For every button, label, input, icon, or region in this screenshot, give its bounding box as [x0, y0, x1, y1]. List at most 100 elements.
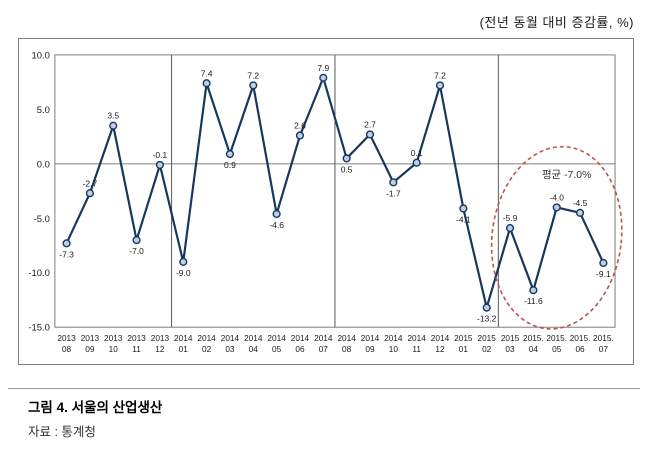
x-axis-month-label: 08 [342, 345, 352, 354]
x-axis-month-label: 04 [529, 345, 539, 354]
data-point-label: -9.0 [176, 268, 191, 278]
data-point-label: 0.5 [341, 164, 353, 174]
data-point-marker [529, 286, 538, 295]
y-axis-tick-label: -5.0 [34, 214, 50, 225]
unit-note: (전년 동월 대비 증감률, %) [479, 15, 634, 30]
data-point-marker [342, 154, 351, 163]
data-point-marker [132, 236, 141, 245]
data-point-marker [249, 81, 258, 90]
data-point-marker [365, 130, 375, 139]
data-point-label: 7.4 [201, 68, 213, 78]
data-point-label: -7.0 [129, 246, 144, 256]
x-axis-year-label: 2014 [314, 334, 333, 343]
x-axis-year-label: 2013 [81, 334, 100, 343]
figure-title: 그림 4. 서울의 산업생산 [28, 400, 163, 415]
x-axis-month-label: 09 [365, 345, 375, 354]
data-point-label: 0.1 [411, 148, 423, 158]
x-axis-year-label: 2015 [454, 334, 473, 343]
data-point-marker [389, 178, 398, 187]
x-axis-year-label: 2014 [197, 334, 216, 343]
x-axis-month-label: 04 [249, 345, 259, 354]
data-point-marker [225, 149, 235, 159]
data-point-label: -4.0 [549, 192, 564, 202]
data-point-marker [202, 79, 211, 88]
x-axis-year-label: 2014 [384, 334, 403, 343]
x-axis-month-label: 06 [575, 345, 585, 354]
data-point-marker [272, 209, 281, 219]
data-point-marker [295, 131, 305, 140]
x-axis-year-label: 2013 [104, 334, 123, 343]
data-point-marker [109, 121, 118, 130]
x-axis-month-label: 07 [599, 345, 609, 354]
data-point-marker [599, 258, 608, 268]
data-point-marker [552, 203, 561, 212]
x-axis-month-label: 11 [132, 345, 141, 354]
x-axis-month-label: 07 [319, 345, 329, 354]
data-point-marker [412, 158, 421, 167]
data-point-marker [505, 224, 515, 233]
data-point-label: -4.6 [269, 220, 284, 230]
x-axis-year-label: 2014 [221, 334, 240, 343]
x-axis-year-label: 2014 [244, 334, 263, 343]
data-point-label: -9.1 [596, 269, 611, 279]
x-axis-month-label: 02 [202, 345, 212, 354]
x-axis-year-label: 2013 [151, 334, 170, 343]
x-axis-month-label: 01 [179, 345, 189, 354]
data-point-label: -4.1 [456, 214, 471, 224]
data-point-label: -0.1 [153, 150, 168, 160]
x-axis-month-label: 11 [412, 345, 421, 354]
x-axis-year-label: 2014 [431, 334, 450, 343]
data-point-label: -1.7 [386, 188, 401, 198]
data-point-marker [459, 204, 468, 213]
x-axis-month-label: 09 [85, 345, 95, 354]
y-axis-tick-label: 10.0 [31, 50, 49, 61]
data-point-label: 2.6 [294, 121, 306, 131]
x-axis-month-label: 05 [272, 345, 282, 354]
x-axis-year-label: 2013 [57, 334, 76, 343]
data-point-label: -4.5 [573, 198, 588, 208]
x-axis-year-label: 2015. [546, 334, 567, 343]
data-point-marker [62, 239, 71, 248]
data-point-label: -11.6 [524, 296, 543, 306]
x-axis-month-label: 05 [552, 345, 562, 354]
x-axis-year-label: 2015 [501, 334, 520, 343]
data-point-label: 7.2 [247, 70, 259, 80]
data-point-marker [85, 189, 94, 198]
data-point-label: 7.9 [317, 63, 329, 73]
data-point-label: 3.5 [107, 111, 119, 121]
caption-divider [8, 388, 640, 389]
data-point-label: -5.9 [503, 213, 518, 223]
x-axis-month-label: 10 [389, 345, 399, 354]
average-annotation-ellipse [490, 145, 623, 330]
x-axis-month-label: 08 [62, 345, 72, 354]
source-note: 자료 : 통계청 [28, 425, 96, 439]
x-axis-year-label: 2014 [174, 334, 193, 343]
data-point-label: 2.7 [364, 119, 376, 129]
x-axis-year-label: 2014 [291, 334, 310, 343]
x-axis-year-label: 2015. [570, 334, 591, 343]
data-point-label: -7.3 [59, 249, 74, 259]
data-point-label: -2.7 [83, 178, 98, 188]
y-axis-tick-label: 0.0 [37, 159, 50, 170]
series-line [65, 76, 605, 309]
data-point-marker [179, 257, 188, 266]
data-point-label: -13.2 [477, 314, 497, 324]
x-axis-year-label: 2015. [593, 334, 614, 343]
data-point-marker [319, 73, 328, 82]
y-axis-tick-label: -15.0 [28, 323, 50, 334]
x-axis-month-label: 12 [435, 345, 445, 354]
x-axis-month-label: 06 [295, 345, 305, 354]
data-point-marker [155, 160, 165, 169]
x-axis-year-label: 2014 [407, 334, 426, 343]
data-point-marker [575, 208, 585, 217]
x-axis-year-label: 2014 [267, 334, 286, 343]
data-point-label: 0.9 [224, 160, 236, 170]
x-axis-month-label: 03 [505, 345, 515, 354]
x-axis-month-label: 12 [155, 345, 165, 354]
industrial-production-chart: 10.0 5.0 0.0 -5.0 -10.0 -15.0 2013 08 2013 09 2013… [18, 38, 634, 365]
x-axis-month-label: 02 [482, 345, 492, 354]
x-axis-month-label: 10 [109, 345, 119, 354]
y-axis-tick-label: 5.0 [37, 105, 50, 116]
data-point-marker [482, 303, 491, 312]
